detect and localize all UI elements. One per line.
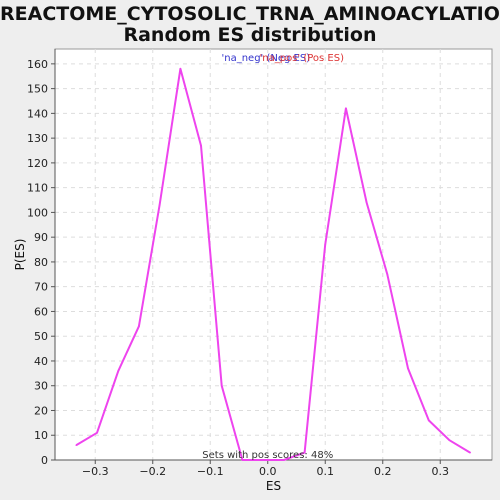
data-point [220, 384, 223, 387]
x-tick-label: 0.1 [317, 465, 335, 478]
y-tick-label: 10 [34, 429, 48, 442]
y-axis-label: P(ES) [13, 239, 27, 271]
y-tick-label: 110 [27, 182, 48, 195]
data-point [158, 204, 161, 206]
y-tick-label: 130 [27, 132, 48, 145]
data-point [427, 419, 430, 422]
chart-title-line2: Random ES distribution [123, 24, 377, 46]
data-point [303, 451, 306, 454]
data-point [200, 144, 202, 147]
x-tick-label: −0.2 [139, 465, 166, 478]
data-point [179, 68, 182, 70]
data-point [407, 367, 409, 370]
pos-score-annotation: Sets with pos scores: 48% [202, 450, 333, 461]
data-point [117, 370, 120, 372]
data-point [75, 444, 78, 446]
x-tick-label: 0.0 [259, 465, 277, 478]
data-point [283, 459, 285, 461]
y-tick-label: 20 [34, 404, 48, 417]
es-distribution-line [75, 67, 471, 461]
data-point [386, 273, 389, 276]
x-tick-label: 0.2 [374, 465, 392, 478]
y-tick-label: 50 [34, 330, 48, 343]
data-point [324, 243, 327, 246]
y-tick-label: 160 [27, 58, 48, 71]
y-tick-label: 150 [27, 83, 48, 96]
y-tick-label: 40 [34, 355, 48, 368]
y-tick-label: 30 [34, 380, 48, 393]
x-tick-label: −0.3 [82, 465, 109, 478]
y-tick-label: 140 [27, 107, 48, 120]
x-axis-label: ES [266, 479, 281, 493]
y-tick-label: 90 [34, 231, 48, 244]
series-layer [75, 67, 471, 461]
y-tick-label: 60 [34, 305, 48, 318]
y-axis-ticks: 0 10 20 30 40 50 60 70 80 90 100 110 120 130 140 150 160 [27, 58, 55, 467]
data-point [241, 459, 244, 461]
y-tick-label: 0 [41, 454, 48, 467]
x-axis-ticks: −0.3 −0.2 −0.1 0.0 0.1 0.2 0.3 [82, 460, 449, 478]
chart-title-line1: REACTOME_CYTOSOLIC_TRNA_AMINOACYLATION: [0, 3, 500, 25]
y-tick-label: 70 [34, 281, 48, 294]
data-point [345, 107, 347, 110]
data-point [262, 459, 264, 461]
data-point [138, 325, 140, 328]
data-point [469, 451, 471, 454]
y-tick-label: 120 [27, 157, 48, 170]
legend-pos: 'na_pos' (Pos ES) [260, 53, 345, 64]
data-point [365, 201, 368, 204]
data-point [96, 431, 98, 434]
x-tick-label: −0.1 [197, 465, 224, 478]
y-tick-label: 80 [34, 256, 48, 269]
grid-lines [55, 49, 492, 461]
x-tick-label: 0.3 [432, 465, 450, 478]
data-point [448, 439, 451, 441]
y-tick-label: 100 [27, 206, 48, 219]
plot-area [54, 48, 493, 461]
legend-neg: 'na_neg' (Neg ES) [222, 53, 311, 64]
